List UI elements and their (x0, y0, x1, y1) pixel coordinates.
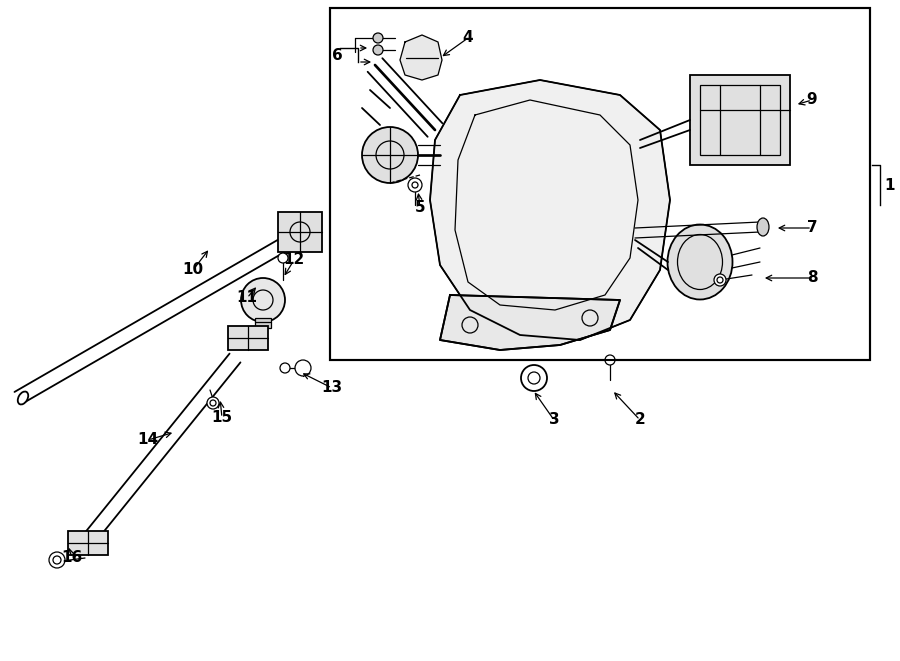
Ellipse shape (757, 218, 769, 236)
Circle shape (295, 360, 311, 376)
Bar (278, 212, 322, 252)
Circle shape (241, 278, 285, 322)
Text: 1: 1 (884, 178, 895, 192)
Polygon shape (440, 295, 620, 350)
Bar (255, 318, 271, 328)
Circle shape (714, 274, 726, 286)
Bar (700, 85, 780, 155)
Text: 8: 8 (806, 270, 817, 286)
Bar (68, 531, 108, 555)
Text: 16: 16 (61, 551, 83, 566)
Text: 10: 10 (183, 262, 203, 278)
Circle shape (605, 355, 615, 365)
Text: 11: 11 (237, 290, 257, 305)
Text: 5: 5 (415, 200, 426, 215)
Ellipse shape (668, 225, 733, 299)
Text: 14: 14 (138, 432, 158, 447)
Text: 12: 12 (284, 253, 304, 268)
Text: 6: 6 (331, 48, 342, 63)
Circle shape (207, 397, 219, 409)
Circle shape (408, 178, 422, 192)
Bar (330, 8, 870, 360)
Text: 3: 3 (549, 412, 559, 428)
Circle shape (373, 45, 383, 55)
Text: 9: 9 (806, 93, 817, 108)
Bar (330, 8, 870, 360)
Circle shape (362, 127, 418, 183)
Polygon shape (430, 80, 670, 340)
Circle shape (373, 33, 383, 43)
Bar (228, 326, 268, 350)
Circle shape (278, 253, 288, 263)
Bar (690, 75, 790, 165)
Text: 4: 4 (463, 30, 473, 46)
Text: 7: 7 (806, 221, 817, 235)
Text: 13: 13 (321, 381, 343, 395)
Polygon shape (400, 35, 442, 80)
Circle shape (49, 552, 65, 568)
Text: 15: 15 (212, 410, 232, 426)
Circle shape (280, 363, 290, 373)
Text: 2: 2 (634, 412, 645, 428)
Ellipse shape (18, 391, 28, 405)
